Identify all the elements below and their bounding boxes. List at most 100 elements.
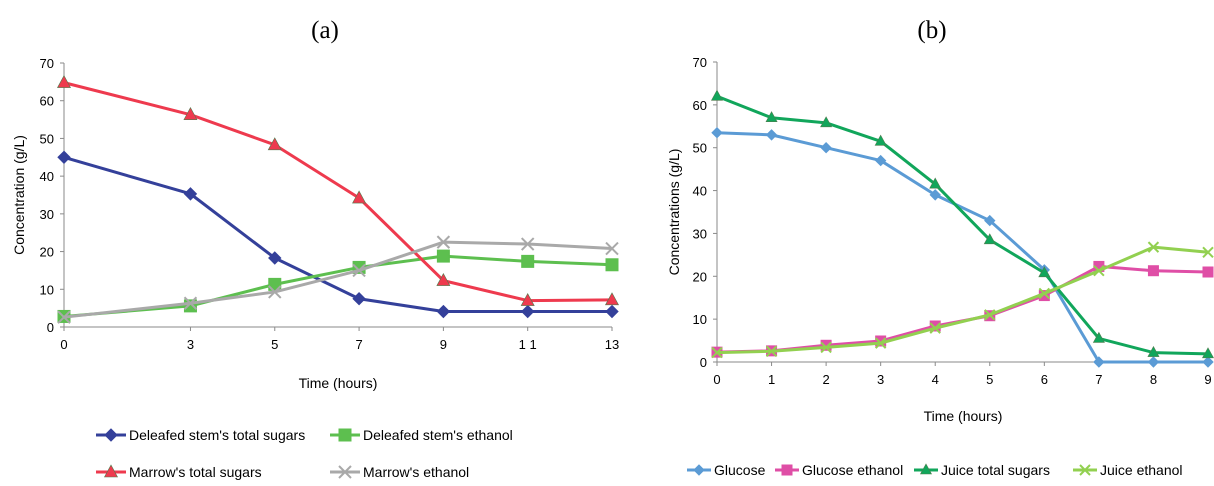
panel-b-y-tick-label: 50 [693,141,707,156]
panel-b-y-tick-label: 40 [693,184,707,199]
panel-a-x-tick-label: 0 [60,337,67,352]
panel-a-data-point [352,292,366,306]
panel-b-legend: Glucose Glucose ethanol Juice total sugars… [687,462,1183,478]
panel-a-series-1 [57,150,619,319]
panel-a-y-axis-title: Concentration (g/L) [11,135,27,255]
panel-b-data-point [929,189,941,201]
panel-a-legend-marker [104,428,118,442]
panel-b-y-tick-label: 30 [693,226,707,241]
panel-a-data-point [604,292,620,306]
panel-b-x-tick-label: 4 [932,372,939,387]
panel-b-data-point [1038,266,1051,278]
panel-b-x-axis-title: Time (hours) [924,408,1003,424]
panel-b-data-point [874,337,887,349]
panel-a-legend-marker [338,428,352,442]
panel-b-x-tick-label: 0 [713,372,720,387]
panel-a-series-line [63,240,613,319]
panel-a-data-point [436,249,450,263]
panel-a-x-tick-label: 7 [355,337,362,352]
panel-b-data-point [711,127,723,139]
panel-a-y-tick-label: 60 [40,94,54,109]
panel-a-data-point [56,74,72,88]
panel-b-data-point [710,89,724,101]
panel-b-legend-item: Juice total sugars [914,462,1050,478]
panel-a-data-point [605,258,619,272]
panel-b-legend-marker [781,464,793,476]
panel-b-data-point [820,341,832,354]
panel-b-data-point [1201,347,1214,359]
panel-a-data-point [352,263,366,278]
panel-a-legend-label: Deleafed stem's ethanol [363,427,513,443]
panel-a-y-tick-label: 40 [40,169,54,184]
panel-b-data-point [820,116,833,128]
panel-a-data-point [268,251,282,265]
panel-b-label: (b) [917,17,946,44]
panel-a-data-point [57,150,71,164]
panel-b-series-2 [711,260,1214,358]
panel-a-data-point [267,137,282,151]
panel-b-data-point [1202,246,1214,258]
panel-a-data-point [183,187,198,201]
panel-b-legend-item: Glucose ethanol [775,462,903,478]
panel-a-data-point [57,310,71,324]
panel-b-data-point [929,322,941,334]
panel-a-legend-item: Deleafed stem's ethanol [330,427,513,443]
panel-a-y-tick-label: 70 [40,56,54,71]
panel-a-y-tick-label: 20 [40,245,54,260]
panel-b-series-line [716,245,1209,355]
panel-a-label: (a) [311,17,339,44]
panel-a-legend-label: Marrow's total sugars [129,464,262,480]
panel-b-series-line [716,264,1209,354]
panel-b-chart: (b) 0 10 20 30 40 50 60 70 0 1 2 3 4 5 6 7 8 9 Time (hours… [666,17,1214,478]
panel-a-data-point [520,292,535,306]
panel-a-y-tick-label: 30 [40,207,54,222]
panel-a-series-line [63,155,612,314]
panel-a-legend-item: Marrow's ethanol [330,464,469,480]
panel-a-data-point [268,285,282,299]
panel-b-data-point [1147,241,1160,253]
panel-a-legend-item: Marrow's total sugars [96,464,262,480]
panel-b-series-3 [710,89,1214,359]
panel-a-x-tick-label: 1 1 [519,337,537,352]
panel-b-data-point [929,177,942,189]
panel-a-legend-item: Deleafed stem's total sugars [96,427,305,443]
panel-a-data-point [436,272,451,286]
panel-a-legend-label: Deleafed stem's total sugars [129,427,305,443]
panel-b-legend-marker [1079,464,1091,476]
panel-a-data-point [520,304,535,319]
panel-b-data-point [1092,331,1105,343]
panel-a-y-tick-label: 10 [40,282,54,297]
panel-b-data-point [820,339,832,351]
panel-b-x-tick-label: 8 [1150,372,1157,387]
panel-b-data-point [765,129,778,141]
panel-b-data-point [1147,345,1160,357]
panel-b-y-axis-title: Concentrations (g/L) [666,149,682,276]
panel-b-legend-item: Glucose [687,462,766,478]
panel-a-data-point [605,241,619,256]
panel-a-data-point [352,190,367,204]
panel-a-data-point [521,254,535,268]
panel-a-x-tick-label: 9 [440,337,447,352]
panel-b-data-point [1038,287,1051,300]
panel-b-x-tick-label: 3 [877,372,884,387]
panel-b-legend-label: Juice total sugars [941,462,1050,478]
panel-b-legend-item: Juice ethanol [1073,462,1183,478]
panel-b-data-point [1147,265,1159,277]
panel-b-data-point [984,309,996,321]
panel-b-x-tick-label: 5 [986,372,993,387]
panel-a-data-point [183,296,198,310]
panel-a-series-4 [57,235,619,324]
panel-b-y-tick-label: 60 [693,98,707,113]
panel-b-data-point [874,134,887,146]
panel-b-data-point [874,154,887,167]
panel-b-y-tick-label: 20 [693,269,707,284]
panel-b-data-point [1202,266,1214,278]
panel-b-legend-marker [693,464,705,476]
panel-b-x-tick-label: 9 [1204,372,1211,387]
panel-a-y-tick-label: 0 [47,320,54,335]
panel-b-data-point [820,142,832,154]
panel-b-data-point [984,214,996,227]
panel-b-data-point [765,345,778,357]
panel-b-legend-label: Glucose ethanol [802,462,903,478]
